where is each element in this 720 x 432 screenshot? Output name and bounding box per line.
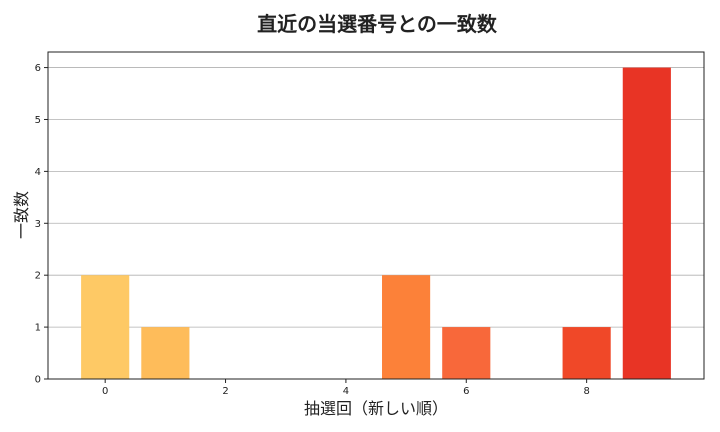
bars [81,67,671,380]
x-tick-label: 2 [222,386,228,397]
bar [81,275,130,379]
x-tick-label: 4 [343,386,349,397]
y-axis: 0 1 2 3 4 5 6 [35,63,48,386]
chart-title: 直近の当選番号との一致数 [257,12,498,36]
y-tick-label: 2 [35,271,41,282]
x-axis: 0 2 4 6 8 [102,379,590,397]
y-tick-label: 5 [35,115,41,126]
x-axis-label: 抽選回（新しい順） [304,399,448,418]
bar [141,327,190,379]
bar [562,327,611,379]
x-tick-label: 8 [583,386,589,397]
y-tick-label: 6 [35,63,41,74]
x-tick-label: 6 [463,386,469,397]
plot-frame [47,51,705,380]
y-tick-label: 4 [35,167,41,178]
y-tick-label: 1 [35,323,41,334]
y-tick-label: 3 [35,219,41,230]
y-axis-label: 一致数 [12,191,31,239]
y-tick-label: 0 [35,375,41,386]
x-tick-label: 0 [102,386,108,397]
bar [382,275,431,379]
bar [622,67,671,380]
bar [442,327,491,379]
